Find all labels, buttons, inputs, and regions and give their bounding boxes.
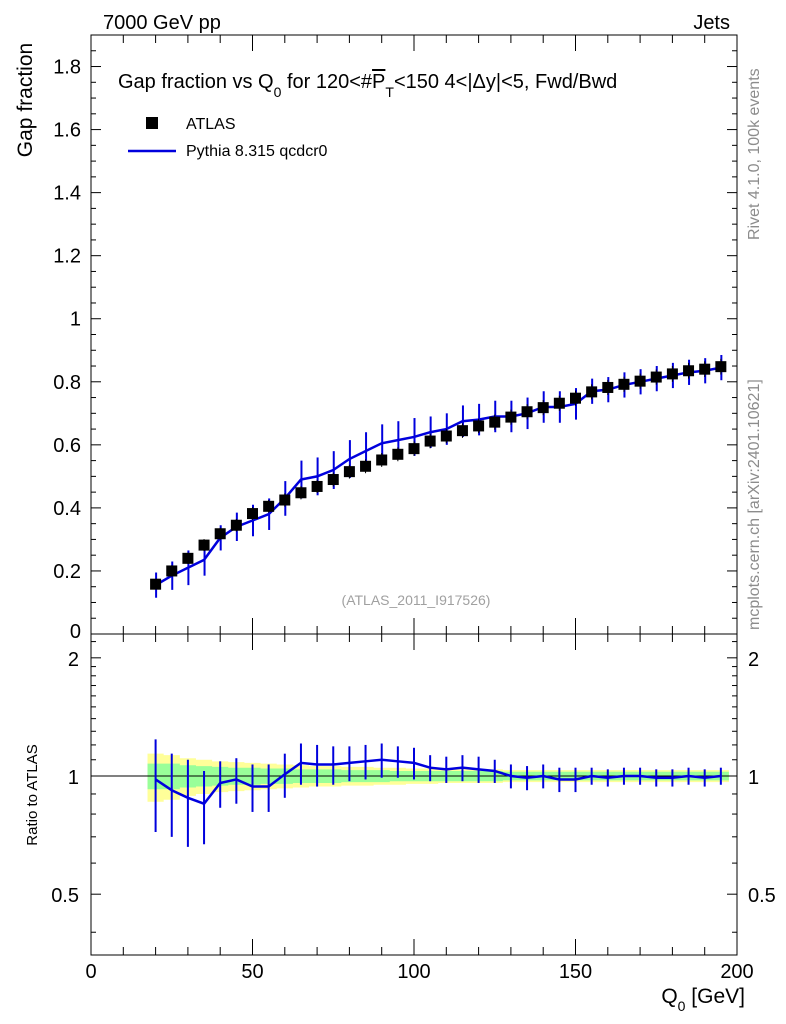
data-point <box>456 425 468 437</box>
data-point <box>343 466 355 478</box>
main-ytick-label: 0.8 <box>53 372 81 394</box>
ratio-panel: 0.5 0.5 1 1 2 2 0 50 100 150 200 Ratio to ATLAS Q0… <box>24 633 776 1014</box>
xtick-label: 200 <box>720 961 753 983</box>
header-left: 7000 GeV pp <box>103 12 221 34</box>
main-ytick-label: 1.6 <box>53 120 81 142</box>
data-point <box>570 392 581 404</box>
legend-data-label: ATLAS <box>186 116 236 133</box>
data-point <box>618 378 630 390</box>
data-point <box>602 381 614 393</box>
data-point <box>537 402 549 414</box>
main-ytick-label-zero: 0 <box>70 621 81 643</box>
data-point <box>683 365 695 377</box>
ratio-ytick-label-right: 1 <box>748 767 759 789</box>
main-ytick-label: 1.2 <box>53 246 81 268</box>
main-panel: 0.2 0.4 0.6 0.8 1 1.2 1.4 1.6 1.8 0 Gap fraction … <box>14 34 738 643</box>
data-point <box>279 494 291 506</box>
legend-data-marker <box>146 117 158 129</box>
data-point <box>666 368 678 380</box>
main-ytick-label: 0.4 <box>53 498 81 520</box>
data-point <box>473 420 485 432</box>
data-point <box>327 474 339 486</box>
data-point <box>489 416 501 428</box>
ratio-series-line <box>154 758 721 806</box>
xtick-label: 50 <box>241 961 263 983</box>
data-point <box>521 406 533 418</box>
data-point <box>295 487 307 499</box>
data-point <box>263 500 275 512</box>
data-point <box>376 454 388 466</box>
ratio-ytick-label-right: 0.5 <box>748 885 776 907</box>
legend-mc-label: Pythia 8.315 qcdcr0 <box>186 143 328 160</box>
data-point <box>247 508 258 520</box>
data-point <box>182 552 194 564</box>
data-point <box>650 371 662 383</box>
data-point <box>230 519 242 531</box>
mc-series-line <box>154 366 722 587</box>
main-title: Gap fraction vs Q0 for 120<#PT<150 4<|Δy… <box>118 71 617 100</box>
main-ytick-label: 0.2 <box>53 561 81 583</box>
data-point <box>505 411 517 423</box>
data-point <box>424 435 436 447</box>
data-point <box>553 397 565 409</box>
data-point <box>198 539 210 551</box>
data-point <box>699 363 711 375</box>
legend: ATLAS Pythia 8.315 qcdcr0 <box>128 116 328 160</box>
data-point <box>392 448 404 460</box>
data-point <box>634 375 646 387</box>
main-ytick-label: 1.8 <box>53 57 81 79</box>
data-point <box>166 565 178 577</box>
ratio-ytick-label: 1 <box>68 767 79 789</box>
ratio-ytick-label-right: 2 <box>748 649 759 671</box>
xlabel: Q0 [GeV] <box>661 985 745 1014</box>
main-ytick-label: 1 <box>70 309 81 331</box>
data-point <box>440 430 452 442</box>
side-label-top: Rivet 4.1.0, 100k events <box>746 68 763 240</box>
data-point <box>360 460 372 472</box>
data-point <box>311 480 323 492</box>
main-ytick-label: 1.4 <box>53 183 81 205</box>
ratio-ytick-label: 0.5 <box>51 885 79 907</box>
main-ylabel: Gap fraction <box>14 43 37 157</box>
xtick-label: 150 <box>559 961 592 983</box>
watermark: (ATLAS_2011_I917526) <box>342 592 491 608</box>
side-label-bottom: mcplots.cern.ch [arXiv:2401.10621] <box>746 379 763 630</box>
data-point <box>408 443 420 455</box>
header-right: Jets <box>693 12 730 34</box>
main-ytick-label: 0.6 <box>53 435 81 457</box>
data-point <box>150 578 162 590</box>
data-point <box>214 528 226 540</box>
ratio-ylabel: Ratio to ATLAS <box>24 744 41 845</box>
xtick-label: 100 <box>397 961 430 983</box>
data-point <box>586 386 598 398</box>
ratio-ytick-label: 2 <box>68 649 79 671</box>
xtick-label: 0 <box>85 961 96 983</box>
data-point <box>715 361 727 373</box>
